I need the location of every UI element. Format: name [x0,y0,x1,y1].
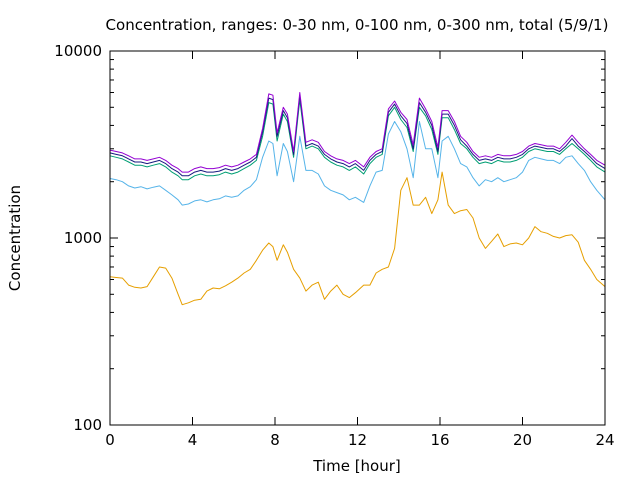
y-axis-title: Concentration [6,185,24,291]
series-line-5 [109,92,606,173]
series-line-3 [109,99,606,181]
series-line-2 [109,121,606,206]
x-tick-label: 24 [595,431,614,449]
y-tick-label: 1000 [64,229,102,247]
series-line-4 [109,94,606,177]
plot-frame [109,50,606,426]
x-tick-label: 12 [348,431,367,449]
series-line-1 [109,171,606,306]
plot-lines [109,92,606,306]
x-axis-title: Time [hour] [312,457,401,475]
x-tick-label: 0 [105,431,115,449]
x-tick-label: 8 [270,431,280,449]
chart-title: Concentration, ranges: 0-30 nm, 0-100 nm… [106,16,609,34]
x-tick-label: 16 [430,431,449,449]
y-tick-label: 10000 [54,42,102,60]
x-tick-label: 4 [188,431,198,449]
x-tick-label: 20 [513,431,532,449]
y-tick-label: 100 [73,416,102,434]
axis-ticks: 0 4 8 12 16 20 24 100 1000 10000 [54,42,614,449]
